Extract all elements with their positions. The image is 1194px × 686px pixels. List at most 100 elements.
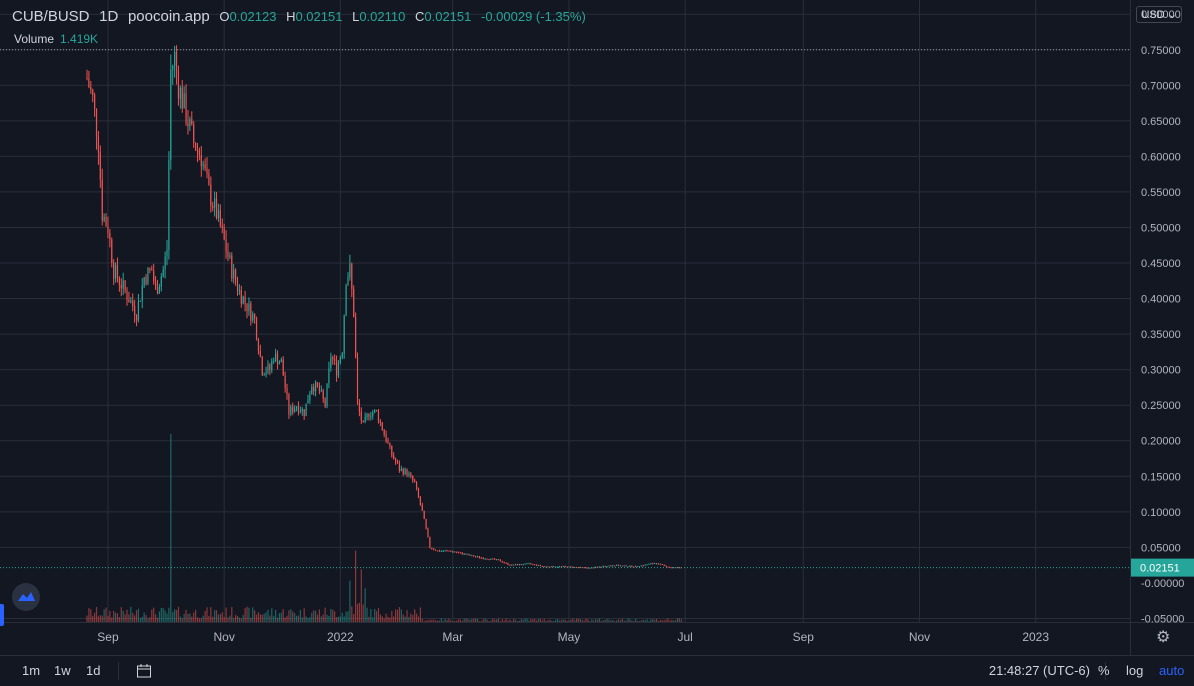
volume-bar (360, 569, 362, 622)
candle-body (615, 564, 618, 566)
candle-body (181, 87, 183, 109)
volume-bar (574, 620, 576, 622)
volume-bar (484, 618, 486, 622)
candle-body (193, 124, 195, 143)
candle-body (278, 362, 281, 365)
volume-bar (528, 620, 530, 622)
candle-body (591, 567, 593, 569)
gear-icon[interactable]: ⚙ (1156, 629, 1171, 646)
volume-bar (221, 612, 223, 622)
volume-bar (187, 613, 189, 622)
candle-body (377, 410, 380, 422)
candle-body (316, 382, 319, 387)
log-toggle[interactable]: log (1126, 663, 1144, 678)
volume-bar (151, 609, 153, 622)
date-range-icon[interactable] (136, 663, 152, 682)
volume-bar (644, 620, 646, 622)
percent-toggle[interactable]: % (1098, 663, 1110, 678)
candle-body (640, 565, 642, 567)
volume-bar (566, 621, 568, 622)
volume-bar (198, 618, 200, 622)
volume-bar (602, 620, 604, 622)
candle-body (400, 468, 402, 471)
candle-body (636, 566, 639, 568)
symbol-label[interactable]: CUB/BUSD (12, 8, 90, 25)
interval-label[interactable]: 1D (99, 8, 119, 25)
candle-body (633, 566, 635, 568)
candle-body (570, 566, 572, 568)
volume-bar (320, 616, 322, 622)
candle-body (328, 367, 330, 384)
volume-bar (661, 620, 663, 622)
volume-bar (204, 611, 206, 622)
candle-body (147, 268, 149, 284)
candle-body (566, 566, 568, 568)
high-key: H (286, 9, 296, 24)
volume-bar (234, 614, 237, 622)
candle-body (631, 565, 633, 567)
candle-body (353, 289, 355, 317)
candle-body (174, 52, 176, 66)
candle-body (88, 78, 90, 87)
candle-body (659, 563, 662, 565)
volume-bar (454, 620, 456, 622)
timeframe-1m[interactable]: 1m (22, 663, 41, 678)
volume-bar (162, 607, 164, 622)
candle-body (520, 564, 522, 566)
volume-bar (379, 614, 381, 622)
volume-bar (541, 620, 543, 622)
volume-bar (147, 618, 149, 622)
volume-bar (238, 617, 240, 622)
volume-bar (448, 618, 450, 622)
currency-selector[interactable]: USD ⌄ (1136, 6, 1182, 23)
y-tick-label: 0.80000 (1141, 9, 1181, 21)
candle-body (511, 564, 513, 566)
candle-body (450, 550, 452, 552)
volume-bar (160, 607, 162, 622)
volume-bar (168, 607, 170, 622)
volume-bar (516, 620, 519, 622)
candle-body (515, 564, 517, 566)
auto-toggle[interactable]: auto (1159, 663, 1185, 678)
volume-bar (395, 609, 397, 622)
candle-body (276, 353, 279, 365)
y-tick-label: 0.10000 (1141, 507, 1181, 519)
y-tick-label: 0.65000 (1141, 116, 1181, 128)
price-chart[interactable]: 0.80000 0.75000 0.70000 0.65000 0.60000 0.550… (0, 0, 1194, 655)
candle-body (572, 566, 574, 568)
volume-bar (153, 607, 155, 622)
open-value: 0.02123 (229, 9, 277, 24)
volume-bar (619, 620, 621, 622)
candle-body (495, 559, 498, 561)
candle-body (513, 564, 515, 566)
volume-value: 1.419K (60, 32, 99, 46)
candle-body (374, 409, 376, 413)
candle-body (642, 565, 644, 567)
volume-bar (295, 615, 298, 622)
volume-bar (261, 614, 263, 622)
candle-body (518, 564, 521, 566)
volume-bar (206, 607, 208, 622)
candle-body (217, 210, 220, 219)
panel-handle[interactable] (0, 604, 4, 626)
timeframe-1d[interactable]: 1d (86, 663, 101, 678)
high-value: 0.02151 (295, 9, 343, 24)
candle-body (625, 565, 627, 567)
candle-body (99, 152, 101, 180)
candle-body (301, 409, 303, 412)
volume-bar (174, 609, 176, 622)
candle-body (231, 255, 233, 279)
candle-body (280, 359, 282, 363)
volume-bar (130, 606, 132, 622)
candle-body (233, 269, 235, 279)
candle-body (671, 567, 673, 569)
clock-time[interactable]: 21:48:27 (UTC-6) (988, 663, 1090, 678)
candle-body (638, 566, 641, 568)
volume-key: Volume (14, 32, 55, 46)
timeframe-1w[interactable]: 1w (54, 663, 71, 678)
tradingview-logo-icon[interactable] (12, 583, 40, 611)
volume-bar (88, 608, 90, 622)
volume-bar (280, 612, 282, 622)
candle-body (212, 205, 214, 208)
candle-body (185, 93, 187, 123)
